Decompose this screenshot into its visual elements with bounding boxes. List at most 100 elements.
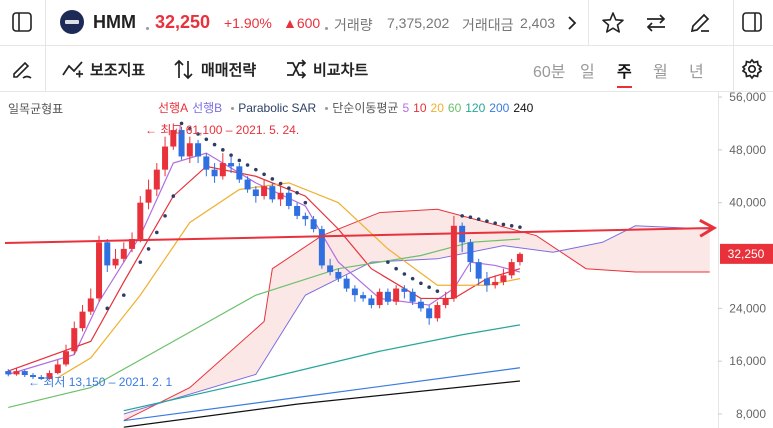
separator xyxy=(320,20,333,38)
period-button[interactable]: 60분 xyxy=(533,64,566,81)
last-price-box xyxy=(720,243,773,264)
candle-body xyxy=(310,219,317,230)
candle-body xyxy=(38,377,45,379)
sidebar-toggle[interactable] xyxy=(12,12,32,32)
trend-line xyxy=(4,218,718,244)
panel-toggle[interactable] xyxy=(742,12,762,32)
period-button[interactable]: 일 xyxy=(580,64,595,81)
last-price-label: 32,250 xyxy=(728,247,765,261)
period-button[interactable]: 주 xyxy=(617,58,632,88)
change-pct: +1.90% xyxy=(224,15,272,31)
line xyxy=(123,324,521,412)
sar-dot xyxy=(121,293,126,297)
candle-body xyxy=(417,301,424,309)
symbol: HMM xyxy=(93,12,136,32)
period-button[interactable]: 월 xyxy=(653,64,668,81)
candle-body xyxy=(13,371,20,375)
sar-dot xyxy=(188,126,192,131)
more-arrow[interactable] xyxy=(567,15,577,31)
candle-body xyxy=(327,265,334,273)
sar-dot xyxy=(179,121,184,126)
tool-button[interactable]: 비교차트 xyxy=(313,62,369,79)
high-annotation: ← 최고 61,100 – 2021. 5. 24. xyxy=(145,123,300,137)
candle-body xyxy=(96,242,103,299)
sar-dot xyxy=(245,163,250,167)
tool-button[interactable]: 매매전략 xyxy=(201,62,257,79)
sar-dot xyxy=(468,215,473,220)
sar-dot xyxy=(509,223,514,228)
y-tick-label: 24,000 xyxy=(729,301,766,315)
sar-dot xyxy=(303,200,308,205)
cloud-fill xyxy=(123,209,710,421)
candle-body xyxy=(170,130,177,147)
sar-dot xyxy=(501,222,506,227)
sar-dot xyxy=(278,181,283,186)
logo xyxy=(60,10,84,34)
compare-icon[interactable] xyxy=(285,59,307,79)
sar-dot xyxy=(212,142,217,147)
sar-dot xyxy=(262,172,266,177)
candle-body xyxy=(5,371,12,375)
candle-body xyxy=(376,291,383,306)
candle-body xyxy=(195,143,202,157)
candle-body xyxy=(87,298,94,312)
sar-dot xyxy=(518,225,522,229)
tool-button[interactable]: 보조지표 xyxy=(90,62,146,79)
indicator-icon[interactable] xyxy=(62,60,84,78)
strategy-icon[interactable] xyxy=(173,58,195,80)
change: ▲600 xyxy=(283,15,321,31)
sar-dot xyxy=(155,230,159,235)
candle-body xyxy=(285,192,292,206)
sar-dot xyxy=(171,194,176,198)
candle-body xyxy=(500,275,507,282)
sar-dot xyxy=(295,190,299,195)
sar-dot xyxy=(427,285,431,290)
volume: 7,375,202 xyxy=(387,15,450,31)
candle-body xyxy=(393,288,400,302)
sar-dot xyxy=(460,214,464,218)
sar-dot xyxy=(435,289,440,293)
swap-button[interactable] xyxy=(644,11,668,35)
period-button[interactable]: 년 xyxy=(689,64,704,81)
amount: 2,403 xyxy=(520,15,556,31)
candle-body xyxy=(351,288,358,296)
candle-body xyxy=(244,179,251,190)
legend-entry: 10 xyxy=(413,101,427,115)
draw-tool[interactable] xyxy=(11,58,33,80)
candle-body xyxy=(368,298,375,306)
sar-dot xyxy=(386,260,390,264)
settings-button[interactable] xyxy=(741,58,763,80)
candle-body xyxy=(384,291,391,302)
candle-body xyxy=(508,262,515,276)
candle-body xyxy=(261,186,268,197)
sar-dot xyxy=(163,214,167,218)
sar-dot xyxy=(394,266,398,271)
chart: 56,000 48,000 40,000 24,000 16,000 8,000 32,25… xyxy=(4,92,773,428)
volume-label: 거래량 xyxy=(334,17,373,33)
candle-body xyxy=(162,146,169,170)
y-tick-label: 16,000 xyxy=(729,354,766,368)
line xyxy=(123,380,520,428)
candle-body xyxy=(434,305,441,319)
candle-body xyxy=(409,291,416,302)
legend-entry: 120 xyxy=(465,101,486,115)
plot-area xyxy=(5,121,710,428)
sar-dot xyxy=(146,247,151,251)
sar-dot xyxy=(485,219,489,223)
sar-dot xyxy=(105,306,110,311)
legend-entry: Parabolic SAR xyxy=(238,101,317,115)
sar-dot xyxy=(402,272,407,276)
separator xyxy=(231,107,235,111)
candle-body xyxy=(71,328,78,352)
favorite-button[interactable] xyxy=(601,11,625,35)
top-bar: HMM 32,250 +1.90% ▲600 거래량 7,375,202 거래대… xyxy=(0,0,773,46)
candle-body xyxy=(211,169,218,177)
line xyxy=(123,367,521,422)
edit-button[interactable] xyxy=(688,11,712,35)
candle-body xyxy=(79,311,86,329)
separator xyxy=(141,20,154,38)
candle-body xyxy=(112,258,119,266)
candle-body xyxy=(252,189,259,197)
candle-body xyxy=(302,215,309,220)
candle-body xyxy=(30,375,37,378)
